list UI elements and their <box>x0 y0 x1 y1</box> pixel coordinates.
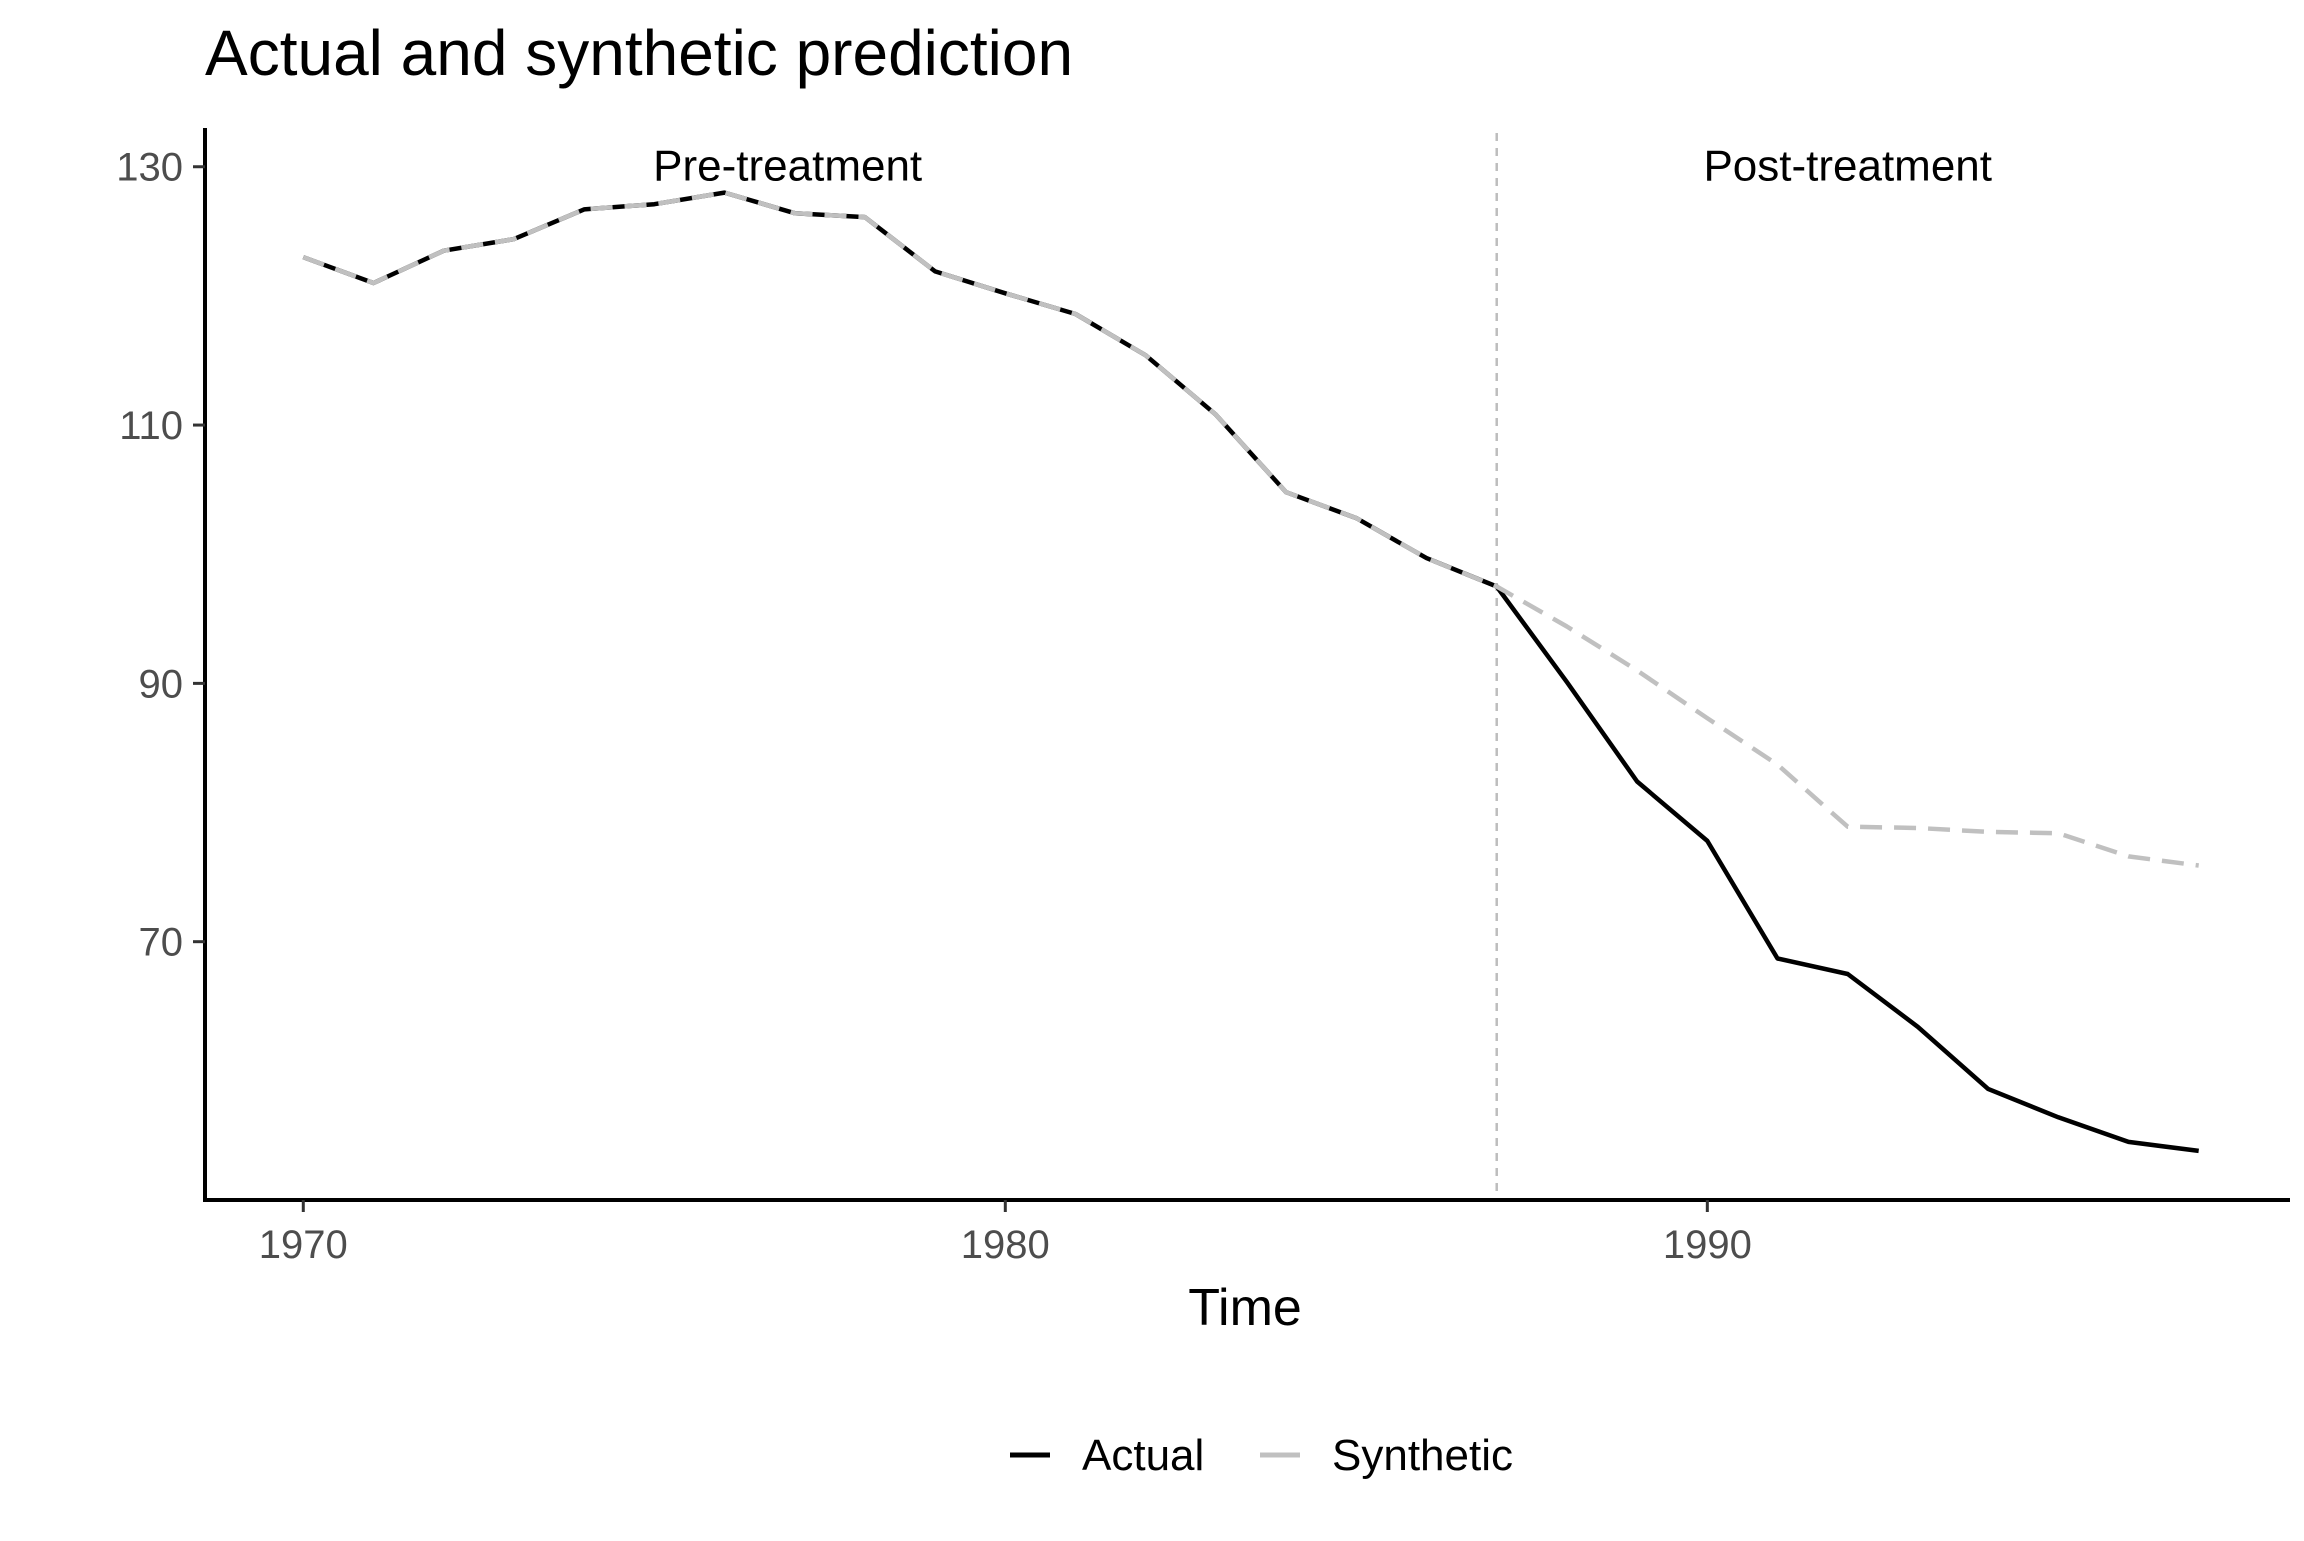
plot-area <box>302 133 2199 1200</box>
axes: 70 90 110 130 1970 1980 1990 <box>116 128 2290 1267</box>
series-line-actual <box>302 190 2199 1154</box>
x-tick-label: 1980 <box>961 1223 1050 1267</box>
annotation-label: Pre-treatment <box>653 142 922 191</box>
x-tick-label: 1970 <box>259 1223 348 1267</box>
y-tick-label: 110 <box>119 404 183 448</box>
chart-title: Actual and synthetic prediction <box>205 17 1073 89</box>
x-tick-label: 1990 <box>1663 1223 1752 1267</box>
y-tick-label: 70 <box>139 921 184 965</box>
annotation-label: Post-treatment <box>1703 142 1992 191</box>
x-axis-title: Time <box>1188 1279 1302 1337</box>
series-line-synthetic <box>302 190 2199 868</box>
y-tick-label: 130 <box>116 146 183 190</box>
legend-label: Actual <box>1082 1431 1204 1480</box>
y-tick-label: 90 <box>139 662 184 706</box>
legend-label: Synthetic <box>1332 1431 1513 1480</box>
legend: Actual Synthetic <box>1010 1431 1513 1480</box>
annotations: Pre-treatment Post-treatment <box>653 142 1992 191</box>
